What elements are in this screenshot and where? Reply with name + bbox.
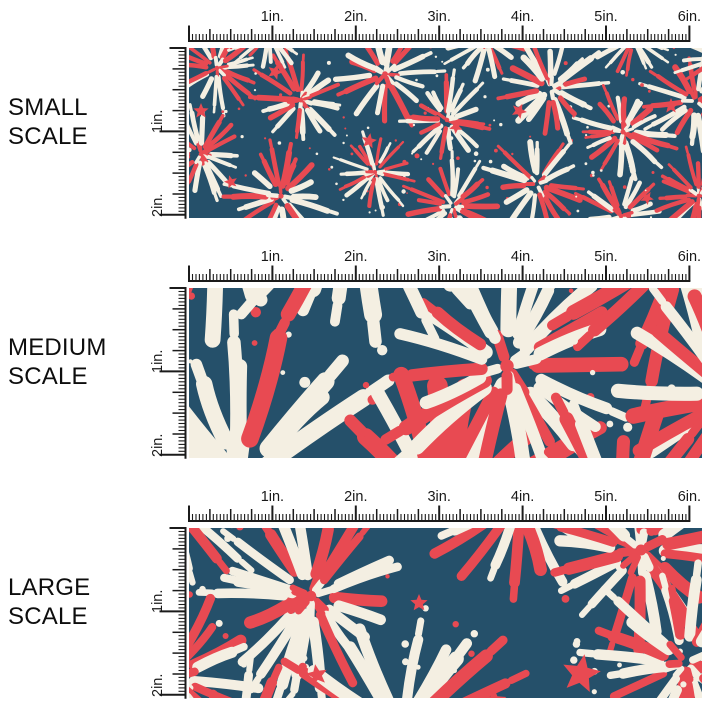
scale-panel-large: LARGE SCALE 1in. 2in. 3in. 4in. 5in. 6in. 1in.…	[0, 480, 720, 720]
fabric-swatch-svg	[189, 528, 702, 698]
fabric-swatch-svg	[189, 288, 702, 458]
h-ruler-label: 5in.	[594, 249, 618, 265]
scale-panel-small: SMALL SCALE 1in. 2in. 3in. 4in. 5in. 6in. 1in.…	[0, 0, 720, 240]
v-ruler-label: 1in.	[150, 590, 166, 614]
fabric-swatch-svg	[189, 48, 702, 218]
h-ruler-label: 3in.	[427, 249, 451, 265]
scale-panel-medium: MEDIUM SCALE 1in. 2in. 3in. 4in. 5in. 6in. 1in…	[0, 240, 720, 480]
h-ruler-label: 6in.	[677, 249, 702, 265]
h-ruler-label: 4in.	[510, 9, 535, 25]
h-ruler-label: 1in.	[260, 249, 285, 265]
v-ruler-label: 2in.	[150, 433, 166, 457]
h-ruler-label: 3in.	[427, 9, 451, 25]
h-ruler-label: 1in.	[260, 9, 285, 25]
h-ruler-label: 2in.	[344, 249, 368, 265]
h-ruler-label: 5in.	[594, 489, 618, 505]
fabric-swatch-small	[189, 48, 702, 218]
h-ruler-label: 2in.	[344, 489, 368, 505]
fabric-swatch-large	[189, 528, 702, 698]
h-ruler-label: 6in.	[677, 9, 702, 25]
v-ruler-label: 1in.	[150, 350, 166, 374]
h-ruler-label: 2in.	[344, 9, 368, 25]
h-ruler-label: 4in.	[510, 489, 535, 505]
h-ruler-label: 6in.	[677, 489, 702, 505]
v-ruler-label: 2in.	[150, 673, 166, 697]
h-ruler-label: 1in.	[260, 489, 285, 505]
scale-label-medium: MEDIUM SCALE	[8, 334, 107, 390]
h-ruler-label: 4in.	[510, 249, 535, 265]
fabric-swatch-medium	[189, 288, 702, 458]
h-ruler-label: 5in.	[594, 9, 618, 25]
scale-label-small: SMALL SCALE	[8, 94, 88, 150]
scale-label-large: LARGE SCALE	[8, 574, 91, 630]
h-ruler-label: 3in.	[427, 489, 451, 505]
v-ruler-label: 2in.	[150, 193, 166, 217]
v-ruler-label: 1in.	[150, 110, 166, 134]
